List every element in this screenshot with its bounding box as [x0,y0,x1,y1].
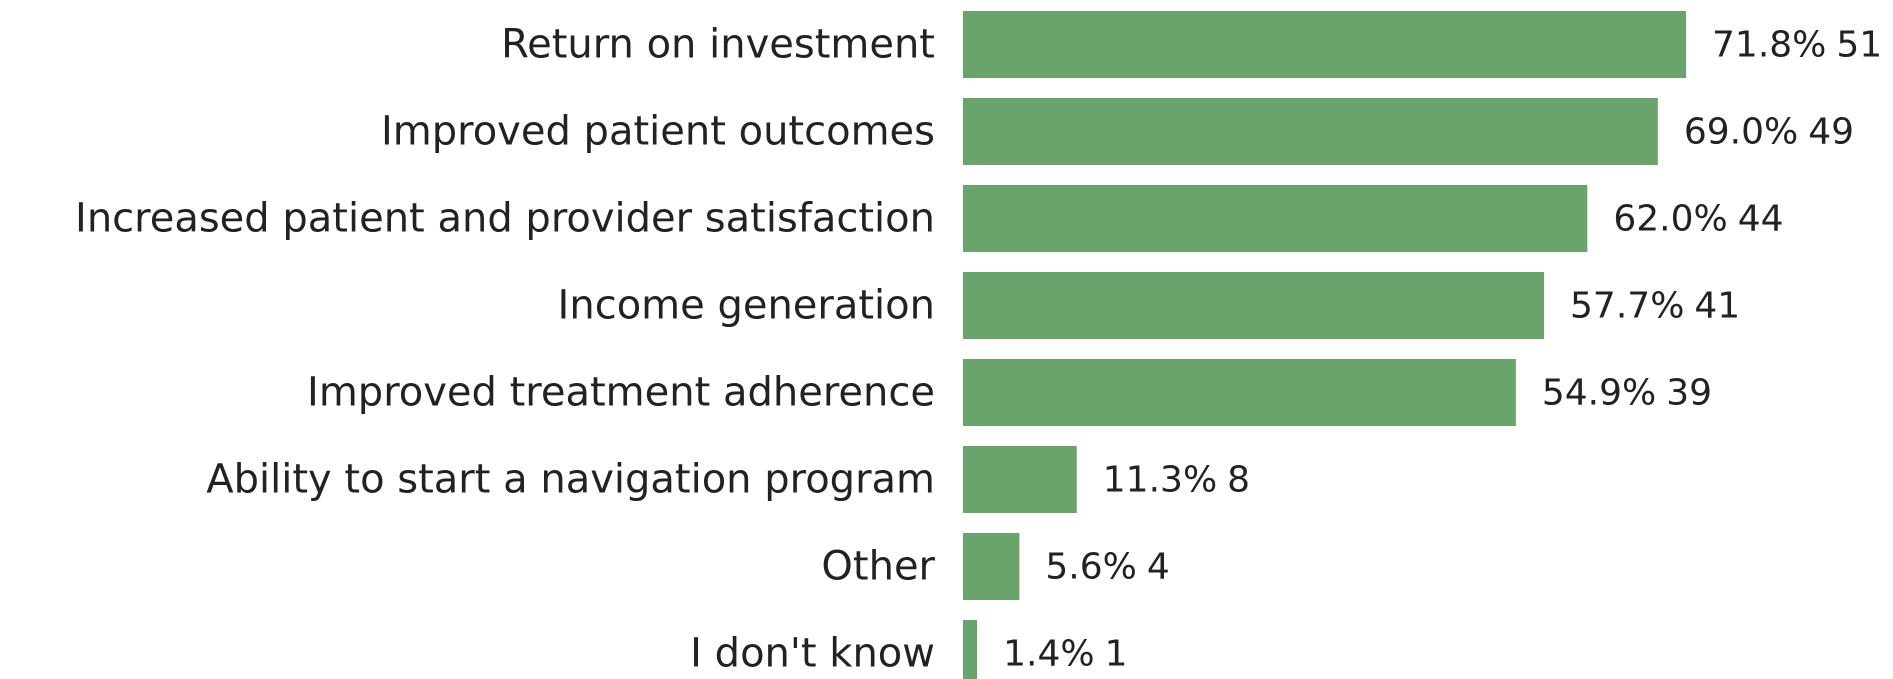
count-label: 8 [1227,460,1250,501]
bar [963,11,1687,78]
category-label: Improved patient outcomes [381,109,935,155]
value-label: 57.7% 41 [1570,286,1740,327]
bar [963,446,1077,513]
count-label: 49 [1808,112,1854,153]
percent-label: 5.6% [1045,547,1136,588]
bar [963,359,1516,426]
percent-label: 62.0% [1613,199,1727,240]
category-label: Ability to start a navigation program [206,457,935,503]
value-label: 62.0% 44 [1613,199,1783,240]
percent-label: 57.7% [1570,286,1684,327]
category-label: Return on investment [501,22,935,68]
percent-label: 54.9% [1542,373,1656,414]
percent-label: 1.4% [1003,634,1094,675]
count-label: 39 [1666,373,1712,414]
value-label: 69.0% 49 [1684,112,1854,153]
percent-label: 69.0% [1684,112,1798,153]
value-label: 11.3% 8 [1103,460,1250,501]
count-label: 44 [1738,199,1784,240]
value-label: 5.6% 4 [1045,547,1169,588]
category-label: Other [821,544,935,590]
bar [963,533,1020,600]
bar [963,98,1658,165]
count-label: 1 [1105,634,1128,675]
bar [963,272,1545,339]
percent-label: 71.8% [1712,25,1826,66]
bar [963,620,978,679]
category-label: I don't know [690,631,935,677]
count-label: 51 [1836,25,1882,66]
value-label: 71.8% 51 [1712,25,1882,66]
category-label: Increased patient and provider satisfact… [75,196,935,242]
count-label: 41 [1694,286,1740,327]
category-label: Income generation [558,283,935,329]
value-label: 54.9% 39 [1542,373,1712,414]
bar [963,185,1588,252]
percent-label: 11.3% [1103,460,1217,501]
category-label: Improved treatment adherence [307,370,935,416]
value-label: 1.4% 1 [1003,634,1127,675]
count-label: 4 [1147,547,1170,588]
